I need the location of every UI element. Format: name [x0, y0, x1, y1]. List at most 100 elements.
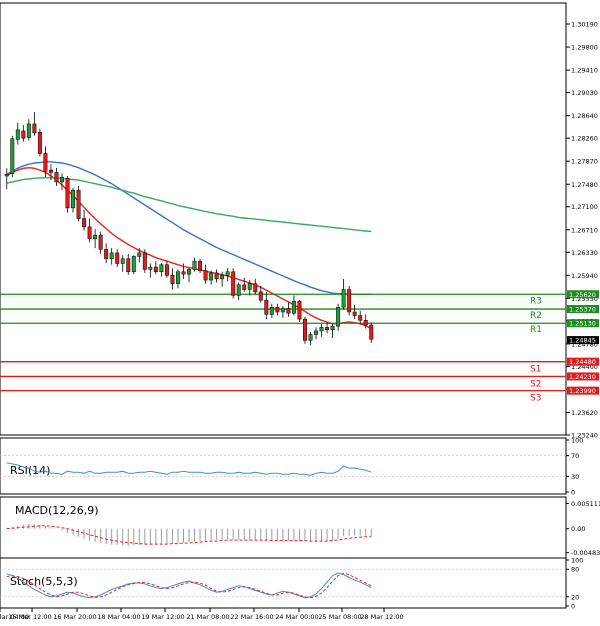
y-tick-label: 1.28640 — [571, 112, 598, 120]
candle-body — [253, 283, 258, 293]
candle-body — [231, 271, 236, 296]
y-tick-label: 1.28260 — [571, 135, 598, 143]
candle-body — [358, 315, 363, 321]
y-tick-label: 1.23240 — [571, 432, 598, 440]
rsi-tick-label: 0 — [571, 489, 575, 497]
candle-body — [93, 234, 98, 239]
rsi-panel: RSI(14) 100 70 30 0 — [0, 437, 583, 497]
candle-body — [363, 320, 368, 326]
candle-body — [347, 289, 352, 313]
level-price-badge-text: 1.24480 — [569, 358, 596, 366]
rsi-tick-label: 70 — [571, 452, 579, 460]
candle-body — [32, 123, 37, 134]
level-price-badge — [567, 357, 599, 366]
candle-body — [297, 301, 302, 320]
candle-body — [275, 307, 280, 313]
candle-body — [15, 129, 20, 140]
candle-body — [203, 270, 208, 281]
level-price-badge — [567, 305, 599, 314]
candle-body — [131, 256, 136, 273]
y-tick-label: 1.29410 — [571, 67, 598, 75]
level-price-badge-text: 1.25370 — [569, 306, 596, 314]
x-tick-label: 15 Mar 12:00 — [8, 613, 51, 621]
candle-body — [209, 272, 214, 281]
macd-tick-label: -0.004835 — [571, 549, 600, 557]
candle-body — [142, 252, 147, 270]
current-price-badge — [567, 336, 599, 345]
x-tick-label: 16 Mar 20:00 — [53, 613, 96, 621]
macd-panel: MACD(12,26,9) 0.005111 0.00 -0.004835 — [0, 496, 600, 559]
candle-body — [319, 327, 324, 332]
candle-body — [43, 153, 48, 172]
candle-body — [104, 249, 109, 260]
candle-body — [175, 271, 180, 284]
stoch-lines — [6, 572, 372, 599]
candle-body — [187, 269, 191, 275]
candle-body — [170, 275, 175, 284]
stoch-title: Stoch(5,5,3) — [10, 575, 78, 588]
macd-tick-label: 0.00 — [571, 525, 585, 533]
x-tick-label: 25 Mar 08:00 — [318, 613, 361, 621]
stoch-tick-label: 100 — [571, 557, 583, 565]
candle-body — [181, 271, 186, 275]
stoch-tick-label: 80 — [571, 566, 579, 574]
candle-body — [109, 252, 114, 260]
candle-body — [214, 272, 219, 280]
candle-body — [4, 173, 9, 177]
rsi-title: RSI(14) — [10, 464, 50, 477]
x-tick-label: 19 Mar 12:00 — [141, 613, 184, 621]
current-price-marker: 1.24845 — [567, 336, 599, 345]
candle-body — [60, 176, 64, 183]
level-price-badge — [567, 372, 599, 381]
level-price-badge — [567, 386, 599, 395]
candle-body — [71, 189, 75, 209]
candle-body — [258, 291, 263, 301]
candle-body — [82, 218, 87, 228]
moving-average-line — [6, 161, 372, 295]
level-label: S2 — [530, 379, 541, 389]
candle-body — [280, 308, 285, 313]
y-tick-label: 1.23620 — [571, 409, 598, 417]
candle-body — [269, 307, 274, 315]
candle-body — [308, 334, 313, 341]
candle-body — [76, 189, 81, 219]
x-tick-label: Mar 04:00 — [0, 613, 29, 621]
candle-body — [26, 123, 31, 138]
candle-body — [153, 266, 158, 273]
level-label: R2 — [530, 311, 542, 321]
candle-body — [54, 172, 59, 183]
current-price-label: 1.24845 — [569, 337, 596, 345]
candle-body — [236, 284, 241, 296]
rsi-tick-label: 30 — [571, 473, 579, 481]
y-tick-label: 1.30190 — [571, 21, 598, 29]
stoch-series-line — [6, 572, 372, 599]
y-tick-label: 1.27870 — [571, 158, 598, 166]
y-tick-label: 1.27100 — [571, 203, 598, 211]
level-price-badge-text: 1.25620 — [569, 291, 596, 299]
level-label: S1 — [530, 365, 541, 375]
y-tick-label: 1.26710 — [571, 226, 598, 234]
y-tick-label: 1.24400 — [571, 363, 598, 371]
candle-body — [325, 327, 330, 330]
candle-body — [352, 311, 357, 316]
stoch-series-line — [6, 572, 372, 599]
y-tick-label: 1.29030 — [571, 89, 598, 97]
x-tick-label: 22 Mar 16:00 — [230, 613, 273, 621]
candle-body — [314, 330, 318, 335]
rsi-tick-label: 100 — [571, 437, 583, 445]
candle-body — [120, 258, 125, 264]
y-tick-label: 1.25940 — [571, 272, 598, 280]
x-tick-label: 18 Mar 04:00 — [97, 613, 140, 621]
candle-body — [137, 252, 142, 257]
candle-body — [341, 289, 346, 308]
candle-body — [242, 284, 247, 290]
candle-body — [303, 318, 307, 341]
x-tick-label: 24 Mar 00:00 — [275, 613, 318, 621]
candle-body — [21, 130, 26, 139]
main-price-panel: 1.30190 1.29800 1.29410 1.29030 1.28640 1.282… — [0, 2, 599, 440]
macd-signal-line — [6, 525, 372, 545]
candle-body — [369, 324, 374, 340]
